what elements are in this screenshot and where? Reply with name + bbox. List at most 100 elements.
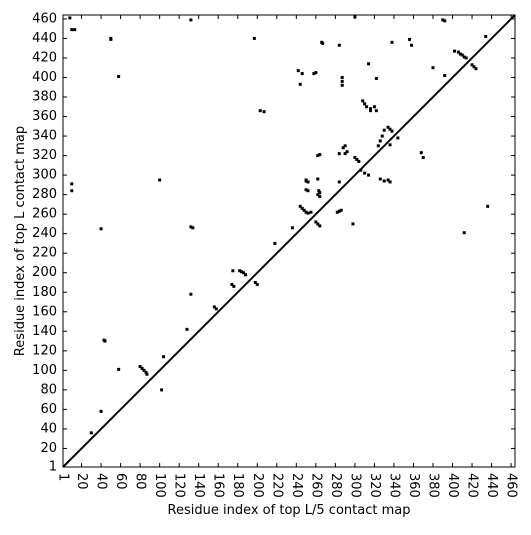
point — [240, 270, 244, 274]
x-tick-label: 440 — [484, 473, 499, 498]
y-tick-label: 180 — [32, 285, 57, 300]
point — [376, 144, 380, 148]
point — [309, 210, 313, 214]
point — [337, 43, 341, 47]
point — [345, 150, 349, 154]
point — [443, 74, 447, 78]
point — [316, 154, 320, 158]
point — [212, 305, 216, 309]
y-tick-label: 220 — [32, 246, 57, 261]
x-tick-label: 160 — [211, 473, 226, 498]
point — [117, 75, 121, 79]
point — [321, 41, 325, 45]
point — [419, 151, 423, 155]
point — [318, 191, 322, 195]
point — [145, 372, 149, 376]
point — [337, 152, 341, 156]
point — [158, 178, 162, 182]
y-tick-label: 160 — [32, 304, 57, 319]
x-tick-label: 240 — [289, 473, 304, 498]
point — [304, 188, 308, 192]
point — [353, 15, 357, 19]
point — [337, 180, 341, 184]
point — [316, 177, 320, 181]
point — [138, 364, 142, 368]
point — [335, 210, 339, 214]
point — [359, 168, 363, 172]
point — [363, 102, 367, 106]
point — [462, 55, 466, 59]
point — [316, 193, 320, 197]
x-tick-label: 220 — [269, 473, 284, 498]
x-tick-label: 60 — [113, 473, 128, 490]
point — [355, 157, 359, 161]
point — [365, 105, 369, 109]
point — [441, 18, 445, 22]
y-tick-label: 60 — [40, 402, 57, 417]
point — [484, 34, 488, 38]
point — [340, 79, 344, 83]
point — [258, 109, 262, 113]
point — [452, 49, 456, 53]
point — [255, 282, 259, 286]
y-axis-label: Residue index of top L contact map — [13, 126, 28, 356]
x-tick-label: 120 — [172, 473, 187, 498]
point — [89, 431, 93, 435]
point — [300, 206, 304, 210]
y-tick-label: 40 — [40, 421, 57, 436]
point — [343, 152, 347, 156]
x-tick-label: 300 — [347, 473, 362, 498]
x-tick-label: 1 — [56, 473, 71, 481]
point — [140, 366, 144, 370]
point — [367, 173, 371, 177]
point — [341, 146, 345, 150]
point — [68, 16, 72, 20]
point — [306, 189, 310, 193]
point — [103, 339, 107, 343]
point — [388, 127, 392, 131]
x-tick-label: 260 — [308, 473, 323, 498]
x-tick-label: 140 — [191, 473, 206, 498]
point — [351, 222, 355, 226]
y-tick-label: 300 — [32, 168, 57, 183]
point — [142, 368, 146, 372]
point — [458, 52, 462, 56]
point — [252, 36, 256, 40]
point — [470, 63, 474, 67]
point — [99, 227, 103, 231]
point — [70, 189, 74, 193]
y-tick-label: 1 — [49, 460, 57, 475]
point — [160, 388, 164, 392]
point — [474, 67, 478, 71]
x-tick-label: 180 — [230, 473, 245, 498]
point — [99, 409, 103, 413]
x-tick-label: 100 — [152, 473, 167, 498]
point — [390, 40, 394, 44]
point — [318, 224, 322, 228]
y-tick-label: 80 — [40, 382, 57, 397]
point — [189, 18, 193, 22]
point — [462, 231, 466, 235]
point — [70, 182, 74, 186]
point — [431, 66, 435, 70]
y-tick-label: 140 — [32, 324, 57, 339]
y-tick-label: 120 — [32, 343, 57, 358]
y-tick-label: 20 — [40, 441, 57, 456]
point — [486, 204, 490, 208]
plot-frame — [62, 14, 516, 468]
point — [386, 125, 390, 129]
point — [388, 180, 392, 184]
y-tick-label: 320 — [32, 148, 57, 163]
y-tick-label: 280 — [32, 187, 57, 202]
point — [238, 269, 242, 273]
point — [298, 204, 302, 208]
point — [472, 65, 476, 69]
point — [262, 110, 266, 114]
x-tick-label: 40 — [94, 473, 109, 490]
y-tick-label: 240 — [32, 226, 57, 241]
point — [369, 109, 373, 113]
x-tick-label: 380 — [425, 473, 440, 498]
point — [117, 367, 121, 371]
point — [70, 28, 74, 32]
point — [374, 76, 378, 80]
